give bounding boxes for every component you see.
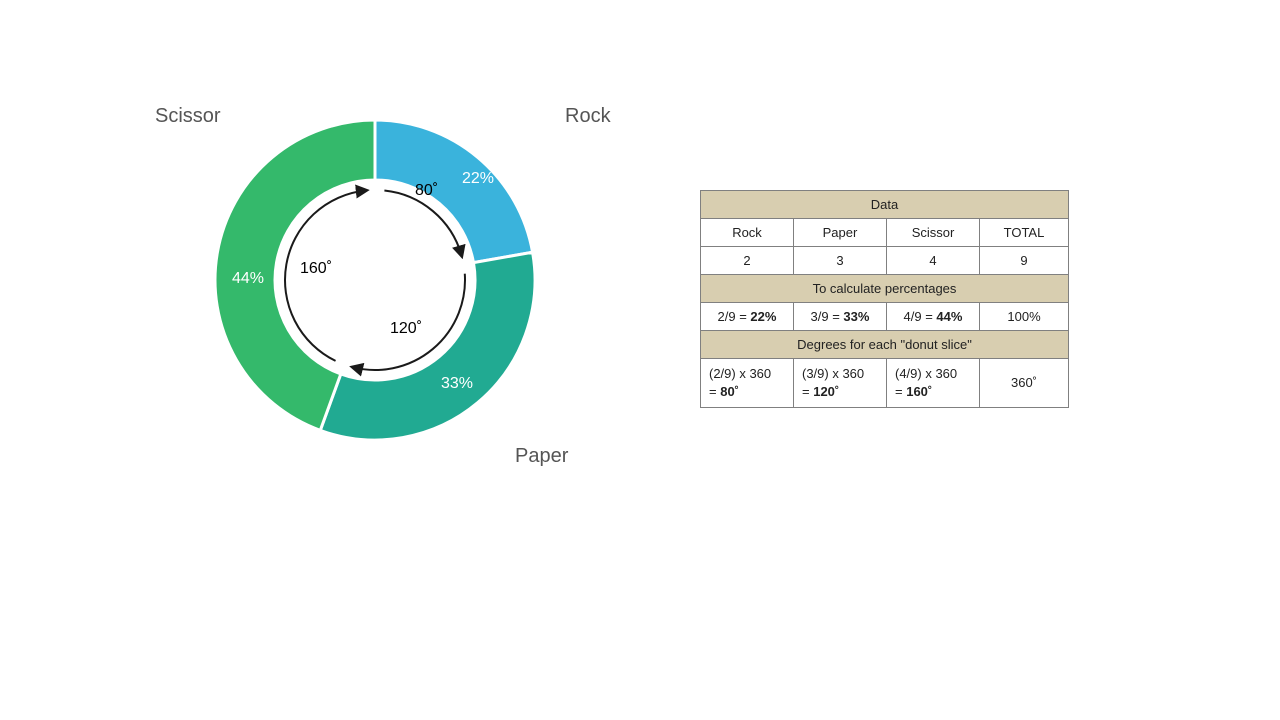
count-rock: 2 — [701, 247, 794, 275]
slice-label-paper: Paper — [515, 445, 568, 468]
figure: Rock Paper Scissor 22% 33% 44% 80˚ 120˚ … — [0, 0, 1280, 720]
slice-pct-paper: 33% — [441, 375, 473, 393]
deg-cell-3: 360˚ — [980, 359, 1069, 408]
slice-pct-rock: 22% — [462, 170, 494, 188]
count-paper: 3 — [794, 247, 887, 275]
pct-cell-3: 100% — [980, 303, 1069, 331]
table-header-deg: Degrees for each "donut slice" — [701, 331, 1069, 359]
donut-slice-rock — [375, 120, 533, 263]
pct-cell-0: 2/9 = 22% — [701, 303, 794, 331]
count-scissor: 4 — [887, 247, 980, 275]
slice-deg-paper: 120˚ — [390, 320, 422, 338]
slice-deg-rock: 80˚ — [415, 182, 438, 200]
pct-cell-1: 3/9 = 33% — [794, 303, 887, 331]
count-total: 9 — [980, 247, 1069, 275]
deg-cell-0: (2/9) x 360= 80˚ — [701, 359, 794, 408]
slice-pct-scissor: 44% — [232, 270, 264, 288]
slice-deg-scissor: 160˚ — [300, 260, 332, 278]
donut-chart: Rock Paper Scissor 22% 33% 44% 80˚ 120˚ … — [215, 120, 535, 440]
donut-slice-paper — [320, 252, 535, 440]
table-header-data: Data — [701, 191, 1069, 219]
slice-label-scissor: Scissor — [155, 105, 221, 128]
deg-cell-2: (4/9) x 360= 160˚ — [887, 359, 980, 408]
table-header-pct: To calculate percentages — [701, 275, 1069, 303]
col-scissor: Scissor — [887, 219, 980, 247]
pct-cell-2: 4/9 = 44% — [887, 303, 980, 331]
col-rock: Rock — [701, 219, 794, 247]
col-total: TOTAL — [980, 219, 1069, 247]
slice-label-rock: Rock — [565, 105, 611, 128]
data-table: Data Rock Paper Scissor TOTAL 2 3 4 9 To… — [700, 190, 1069, 408]
col-paper: Paper — [794, 219, 887, 247]
deg-cell-1: (3/9) x 360= 120˚ — [794, 359, 887, 408]
